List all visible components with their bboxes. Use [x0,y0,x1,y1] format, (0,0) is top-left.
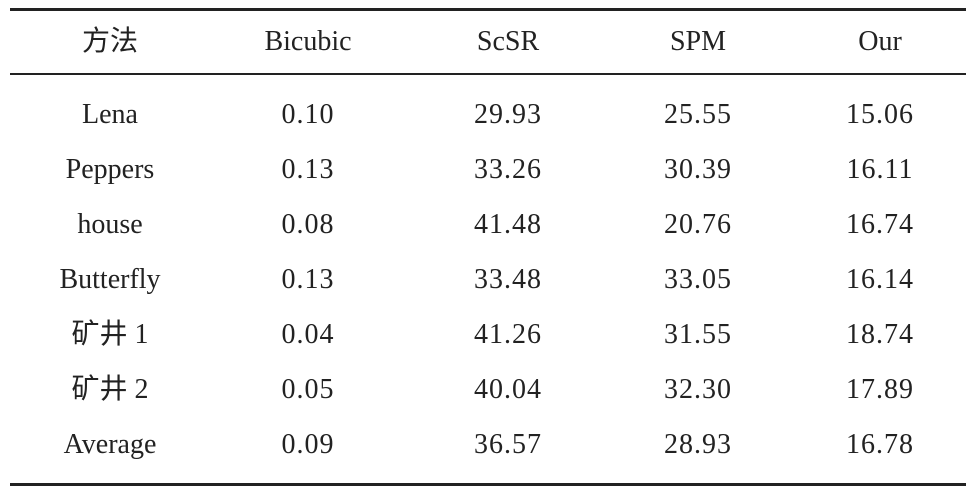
header-cell: ScSR [476,26,540,57]
row-label: 矿井 1 [71,319,149,350]
value-cell: 0.10 [281,99,335,130]
value-cell: 0.04 [281,319,335,350]
value-cell: 41.26 [474,319,542,350]
value-cell: 0.09 [281,429,335,460]
value-cell: 20.76 [664,209,732,240]
value-cell: 40.04 [474,374,542,405]
row-label: Butterfly [59,264,161,295]
value-cell: 33.05 [664,264,732,295]
value-cell: 16.14 [846,264,914,295]
value-cell: 0.13 [281,264,335,295]
value-cell: 0.05 [281,374,335,405]
value-cell: 30.39 [664,154,732,185]
value-cell: 33.26 [474,154,542,185]
value-cell: 33.48 [474,264,542,295]
header-cell: Our [858,26,902,57]
row-label: Average [63,429,157,460]
row-label: 矿井 2 [71,374,149,405]
value-cell: 29.93 [474,99,542,130]
value-cell: 41.48 [474,209,542,240]
value-cell: 16.78 [846,429,914,460]
value-cell: 25.55 [664,99,732,130]
row-label: Peppers [65,154,155,185]
value-cell: 0.13 [281,154,335,185]
value-cell: 0.08 [281,209,335,240]
header-cell: 方法 [81,26,138,57]
value-cell: 36.57 [474,429,542,460]
value-cell: 32.30 [664,374,732,405]
value-cell: 28.93 [664,429,732,460]
header-cell: Bicubic [264,26,352,57]
bottom-rule [10,483,966,486]
value-cell: 16.74 [846,209,914,240]
header-rule [10,73,966,75]
value-cell: 15.06 [846,99,914,130]
header-cell: SPM [669,26,727,57]
value-cell: 16.11 [846,154,914,185]
value-cell: 18.74 [846,319,914,350]
value-cell: 17.89 [846,374,914,405]
row-label: Lena [82,99,138,130]
row-label: house [77,209,143,240]
top-rule [10,8,966,11]
value-cell: 31.55 [664,319,732,350]
